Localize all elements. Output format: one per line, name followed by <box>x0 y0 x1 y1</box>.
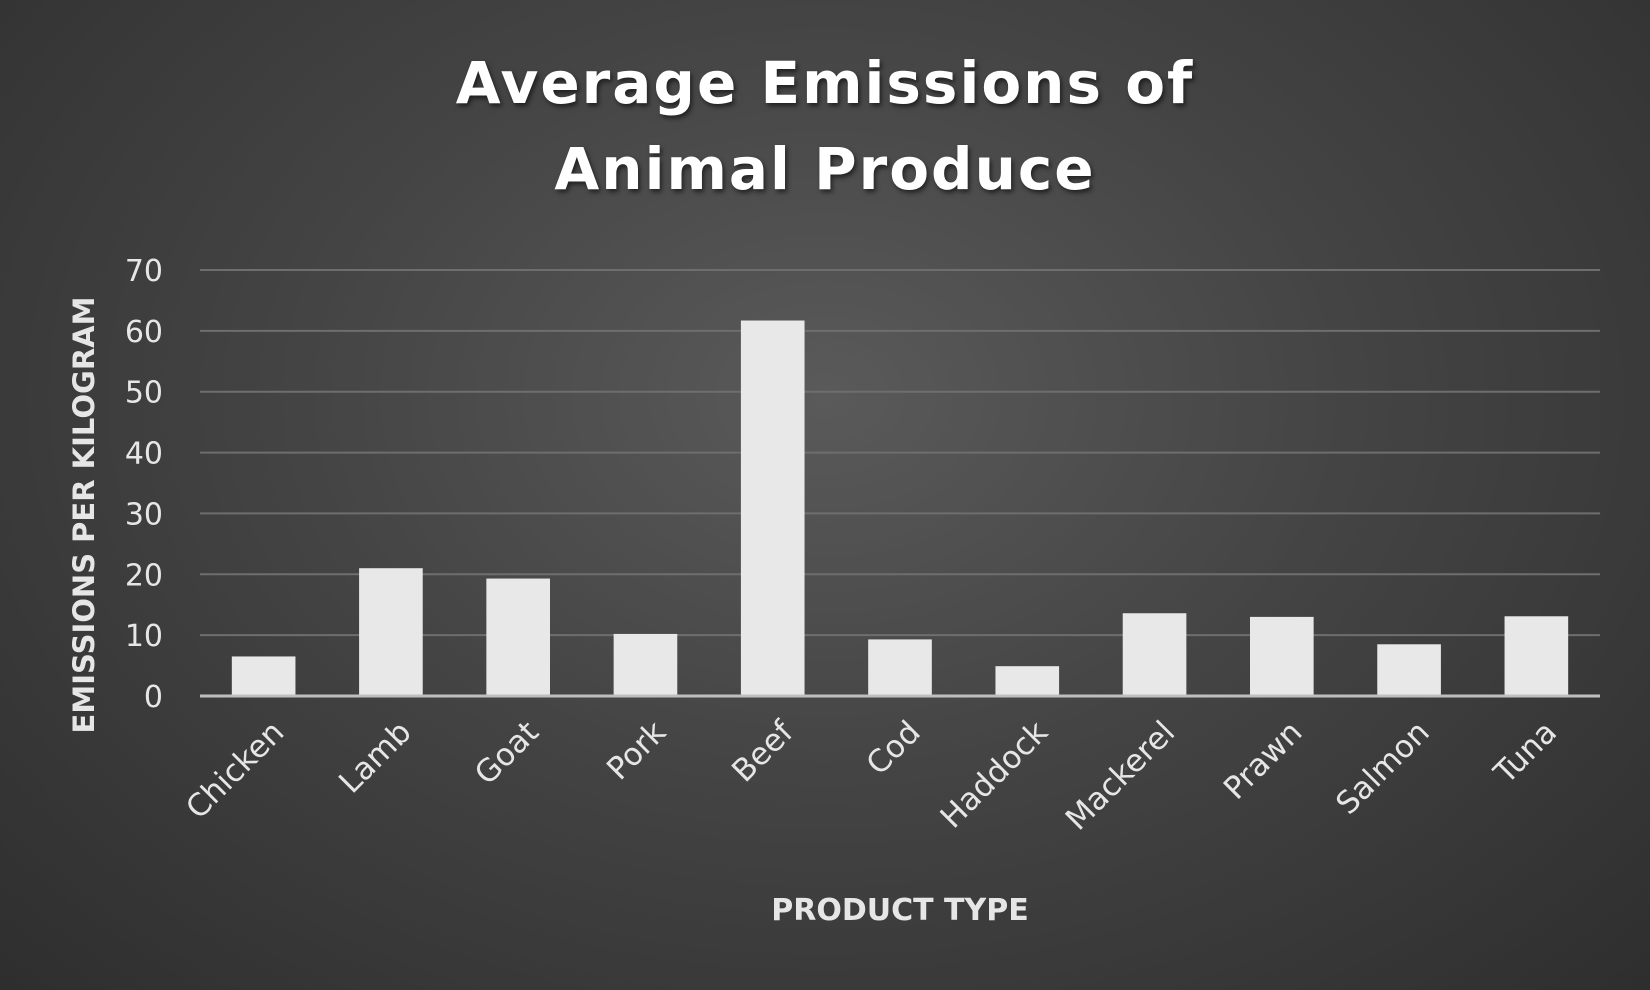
chart-title-line-1: Average Emissions of <box>455 49 1195 117</box>
y-tick-label: 10 <box>125 619 163 654</box>
x-tick-label: Beef <box>725 713 801 789</box>
bar-prawn <box>1250 616 1314 696</box>
bar-pork <box>613 633 678 696</box>
x-tick-label: Pork <box>600 714 673 787</box>
chart-title-line-2: Animal Produce <box>554 135 1096 203</box>
bar-goat <box>486 578 550 696</box>
bar-haddock <box>995 666 1060 696</box>
bar-chicken <box>231 656 296 696</box>
bar-salmon <box>1377 644 1441 696</box>
y-tick-label: 50 <box>125 376 163 411</box>
y-axis-title: EMISSIONS PER KILOGRAM <box>67 297 101 734</box>
y-tick-label: 0 <box>144 680 163 715</box>
x-tick-label: Goat <box>468 714 546 792</box>
y-tick-label: 20 <box>125 558 163 593</box>
gridlines <box>200 269 1600 637</box>
y-tick-label: 40 <box>125 437 163 472</box>
x-tick-label: Cod <box>860 714 928 782</box>
x-tick-label: Chicken <box>179 714 291 826</box>
x-tick-label: Salmon <box>1329 714 1437 822</box>
bar-mackerel <box>1122 613 1187 696</box>
bar-beef <box>740 320 805 696</box>
x-tick-label: Haddock <box>934 714 1055 835</box>
bar-cod <box>868 639 932 696</box>
y-tick-label: 60 <box>125 315 163 350</box>
x-tick-label: Tuna <box>1487 714 1564 791</box>
x-tick-label: Mackerel <box>1059 714 1182 837</box>
y-tick-label: 30 <box>125 497 163 532</box>
x-tick-label: Prawn <box>1217 714 1310 807</box>
y-tick-labels: 0 10 20 30 40 50 60 70 <box>125 254 163 715</box>
bars <box>231 320 1569 696</box>
x-tick-label: Lamb <box>332 714 418 800</box>
chart-title: Average Emissions of Animal Produce <box>0 40 1650 212</box>
x-tick-labels: Chicken Lamb Goat Pork Beef Cod Haddock Mackere… <box>179 713 1564 837</box>
x-axis-title: PRODUCT TYPE <box>771 893 1028 928</box>
bar-lamb <box>359 568 423 696</box>
bar-tuna <box>1504 616 1569 696</box>
y-tick-label: 70 <box>125 254 163 289</box>
